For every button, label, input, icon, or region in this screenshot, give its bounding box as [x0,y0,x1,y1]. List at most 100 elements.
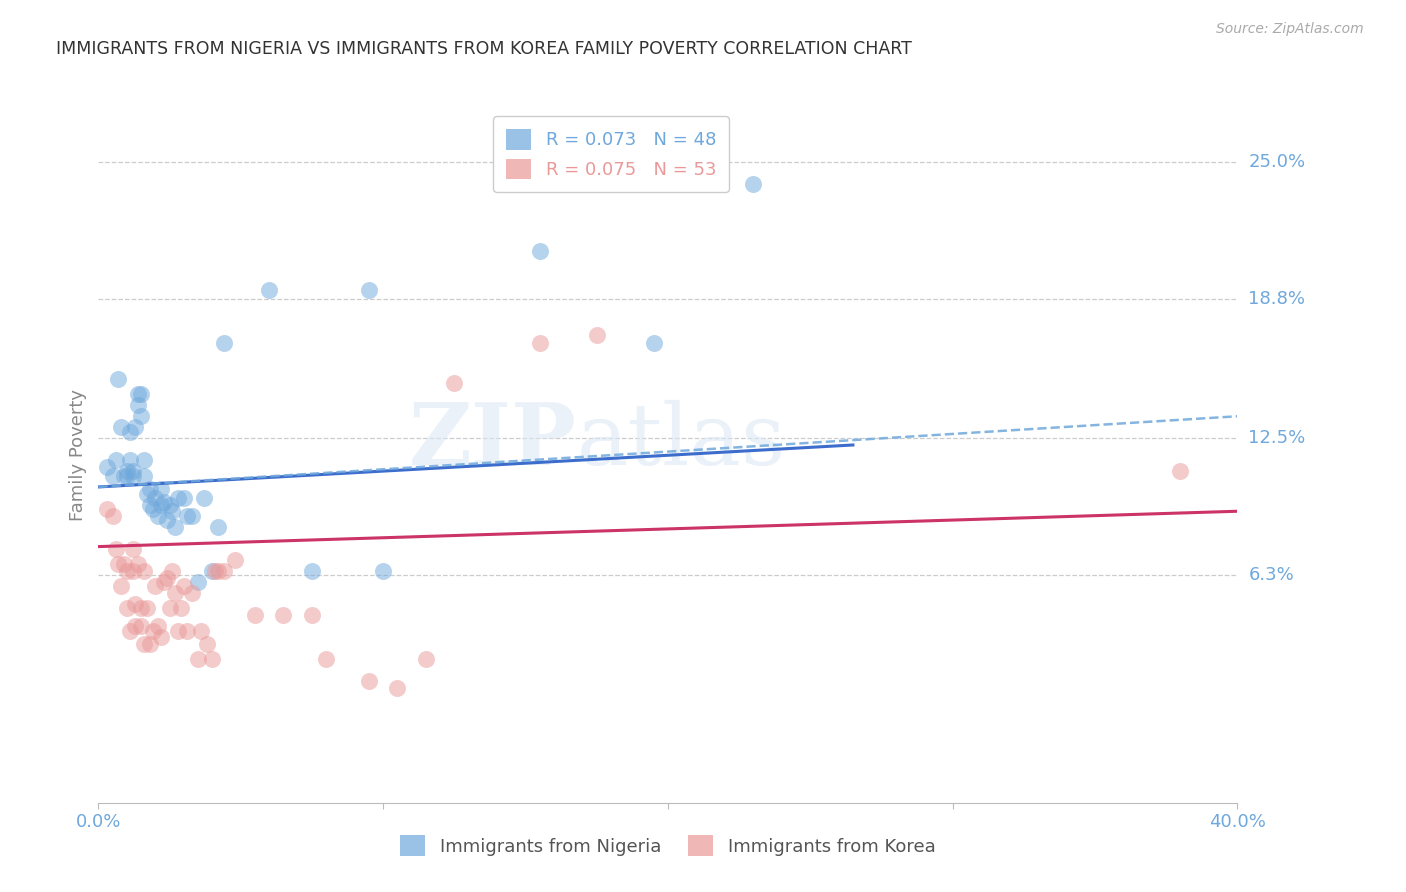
Point [115,469,138,483]
Text: ZIP: ZIP [409,399,576,483]
Point [121,465,143,479]
Point [187,574,209,589]
Point [141,502,163,516]
Point [212,564,235,578]
Point [173,579,195,593]
Point [165,586,187,600]
Point [201,564,224,578]
Point [159,601,181,615]
Point [585,327,607,342]
Point [138,498,160,512]
Point [173,491,195,505]
Point [148,508,170,523]
Point [243,608,266,623]
Point [167,491,190,505]
Point [150,630,173,644]
Point [121,541,143,556]
Point [201,652,224,666]
Point [187,652,209,666]
Point [373,564,395,578]
Point [135,486,157,500]
Point [301,608,323,623]
Point [118,425,141,439]
Point [443,376,465,391]
Point [112,469,135,483]
Point [135,601,157,615]
Point [127,387,149,401]
Point [167,624,190,638]
Point [121,469,143,483]
Point [124,597,146,611]
Point [273,608,295,623]
Point [145,579,167,593]
Point [107,372,129,386]
Point [110,579,132,593]
Text: Source: ZipAtlas.com: Source: ZipAtlas.com [1216,22,1364,37]
Point [195,637,218,651]
Point [129,387,152,401]
Text: atlas: atlas [576,400,786,483]
Point [301,564,323,578]
Point [387,681,409,695]
Point [162,564,184,578]
Point [112,558,135,572]
Point [529,244,551,258]
Point [132,564,155,578]
Point [193,491,215,505]
Point [129,619,152,633]
Point [115,564,138,578]
Point [153,495,176,509]
Y-axis label: Family Poverty: Family Poverty [69,389,87,521]
Point [165,519,187,533]
Point [107,558,129,572]
Point [150,498,173,512]
Point [181,586,204,600]
Point [207,519,229,533]
Point [132,637,155,651]
Text: IMMIGRANTS FROM NIGERIA VS IMMIGRANTS FROM KOREA FAMILY POVERTY CORRELATION CHAR: IMMIGRANTS FROM NIGERIA VS IMMIGRANTS FR… [56,40,912,58]
Point [141,624,163,638]
Point [121,564,143,578]
Point [148,619,170,633]
Point [1170,465,1192,479]
Point [357,284,380,298]
Point [181,508,204,523]
Point [742,178,765,192]
Point [153,574,176,589]
Point [204,564,226,578]
Point [115,465,138,479]
Text: 12.5%: 12.5% [1249,429,1306,448]
Point [162,504,184,518]
Point [207,564,229,578]
Point [118,453,141,467]
Point [118,624,141,638]
Point [212,336,235,351]
Point [224,553,246,567]
Point [159,498,181,512]
Point [96,502,118,516]
Point [315,652,337,666]
Point [176,508,198,523]
Text: 6.3%: 6.3% [1249,566,1294,584]
Text: 18.8%: 18.8% [1249,290,1305,309]
Point [124,420,146,434]
Point [127,558,149,572]
Legend: Immigrants from Nigeria, Immigrants from Korea: Immigrants from Nigeria, Immigrants from… [392,828,943,863]
Point [138,637,160,651]
Text: 25.0%: 25.0% [1249,153,1306,171]
Point [132,453,155,467]
Point [357,674,380,689]
Point [110,420,132,434]
Point [190,624,212,638]
Point [156,513,179,527]
Point [104,453,127,467]
Point [101,469,124,483]
Point [129,409,152,424]
Point [138,482,160,496]
Point [104,541,127,556]
Point [96,460,118,475]
Point [124,619,146,633]
Point [156,570,179,584]
Point [129,601,152,615]
Point [176,624,198,638]
